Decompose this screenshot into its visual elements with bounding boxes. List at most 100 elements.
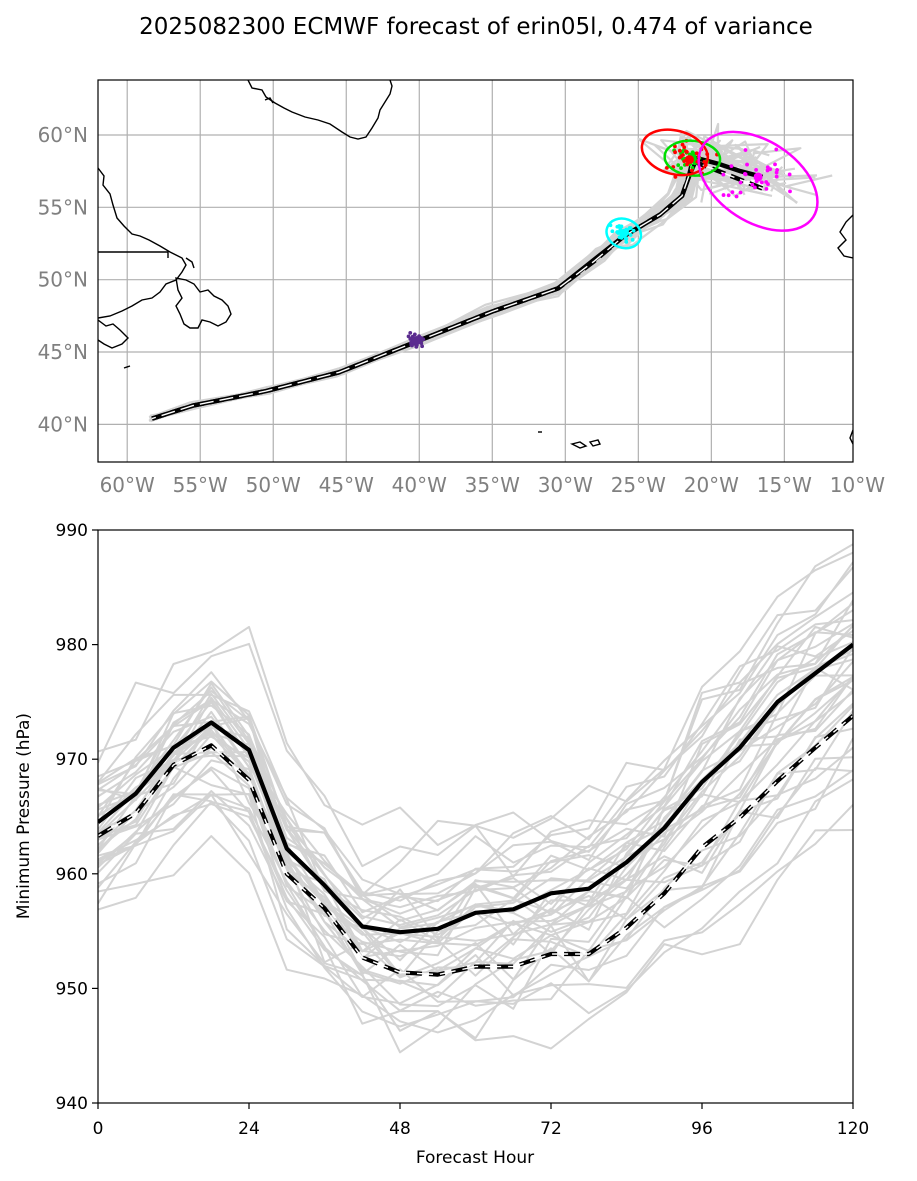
member-point: [726, 193, 731, 198]
member-point: [630, 237, 635, 242]
ensemble-pressure-line: [98, 756, 853, 1028]
y-tick-label: 960: [56, 865, 88, 885]
ensemble-pressure-line: [98, 561, 853, 897]
ensemble-pressure-line: [98, 705, 853, 978]
pressure-y-ticks: 940 950 960 970 980 990: [56, 521, 98, 1114]
member-point: [676, 163, 681, 168]
member-point: [743, 172, 748, 177]
map-frame: [97, 79, 854, 463]
pressure-x-ticks: 0 24 48 72 96 120: [93, 1103, 869, 1139]
member-point: [702, 159, 707, 164]
member-point: [729, 164, 734, 169]
ensemble-track: [152, 153, 757, 420]
x-tick-label: 96: [691, 1119, 713, 1139]
uncertainty-ellipse: [640, 128, 710, 177]
ensemble-track: [154, 166, 784, 420]
map-x-tick-label: 35°W: [465, 473, 520, 497]
member-point: [774, 174, 779, 179]
y-axis-label: Minimum Pressure (hPa): [14, 713, 34, 919]
map-y-tick-label: 55°N: [38, 195, 88, 219]
member-point: [623, 236, 628, 241]
member-point: [766, 182, 770, 187]
map-x-tick-label: 25°W: [611, 473, 666, 497]
member-point: [628, 233, 633, 237]
ensemble-track: [152, 147, 766, 418]
member-point: [788, 189, 792, 194]
map-x-tick-label: 10°W: [830, 473, 885, 497]
member-point: [408, 330, 413, 335]
member-point: [754, 168, 758, 172]
member-point: [610, 229, 615, 234]
ensemble-track: [148, 142, 746, 422]
ensemble-pressure-line: [98, 767, 853, 1040]
member-point: [677, 148, 682, 153]
map-y-tick-label: 50°N: [38, 268, 88, 292]
ensemble-pressure-line: [98, 631, 853, 915]
uncertainty-ellipse: [697, 130, 819, 232]
ensemble-pressure-line: [98, 629, 853, 909]
member-point: [627, 226, 632, 230]
ensemble-track: [153, 148, 833, 421]
member-point: [721, 193, 726, 197]
member-point: [410, 343, 414, 348]
member-point: [679, 166, 683, 171]
member-point: [617, 224, 622, 228]
forecast-center: [619, 228, 629, 238]
ensemble-track: [149, 154, 753, 421]
ensemble-pressure-line: [98, 652, 853, 962]
member-point: [414, 344, 419, 349]
member-point: [694, 151, 699, 156]
map-y-tick-label: 40°N: [38, 412, 88, 436]
member-point: [631, 228, 636, 233]
uncertainty-ellipse: [663, 139, 722, 177]
map-x-ticks: 60°W 55°W 50°W 45°W 40°W 35°W 30°W 25°W 20°W 15°W…: [100, 473, 886, 497]
figure-title: 2025082300 ECMWF forecast of erin05l, 0.…: [139, 14, 813, 40]
map-y-ticks: 60°N 55°N 50°N 45°N 40°N: [38, 123, 88, 436]
member-point: [616, 231, 621, 235]
mean-track-dashed-gap: [151, 160, 763, 420]
ensemble-pressure-line: [98, 566, 853, 914]
ensemble-pressure-line: [98, 599, 853, 953]
ensemble-track: [149, 122, 720, 423]
member-point: [743, 148, 748, 152]
member-point: [421, 337, 426, 342]
x-tick-label: 48: [389, 1119, 411, 1139]
x-axis-label: Forecast Hour: [416, 1148, 534, 1168]
map-y-tick-label: 60°N: [38, 123, 88, 147]
member-point: [721, 172, 726, 177]
y-tick-label: 990: [56, 521, 88, 541]
pressure-mean-lines: [98, 642, 853, 977]
member-point: [787, 172, 792, 177]
x-tick-label: 24: [238, 1119, 260, 1139]
forecast-center: [753, 172, 763, 182]
member-point: [689, 168, 694, 173]
member-point: [774, 147, 779, 152]
member-point: [752, 185, 757, 190]
y-tick-label: 950: [56, 979, 88, 999]
ensemble-track: [153, 148, 756, 421]
member-point: [773, 162, 777, 167]
coastlines: [98, 80, 853, 449]
ensemble-track: [151, 152, 816, 419]
member-point: [764, 187, 769, 191]
ensemble-pressure-line: [98, 675, 853, 976]
ensemble-track: [151, 156, 818, 419]
member-point: [677, 155, 682, 160]
ensemble-pressure-line: [98, 746, 853, 997]
x-tick-label: 0: [93, 1119, 104, 1139]
member-point: [681, 153, 685, 157]
member-point: [665, 165, 669, 170]
pressure-ensemble-lines: [98, 543, 853, 1054]
member-point: [412, 332, 417, 337]
ensemble-pressure-line: [98, 619, 853, 896]
member-point: [774, 170, 779, 175]
ensemble-track: [148, 134, 711, 419]
y-tick-label: 940: [56, 1094, 88, 1114]
ensemble-track: [151, 139, 752, 419]
member-point: [624, 240, 629, 244]
member-point: [420, 344, 425, 349]
ensemble-pressure-line: [98, 678, 853, 977]
ensemble-track: [149, 135, 750, 421]
mean-pressure-dashed: [98, 714, 853, 977]
